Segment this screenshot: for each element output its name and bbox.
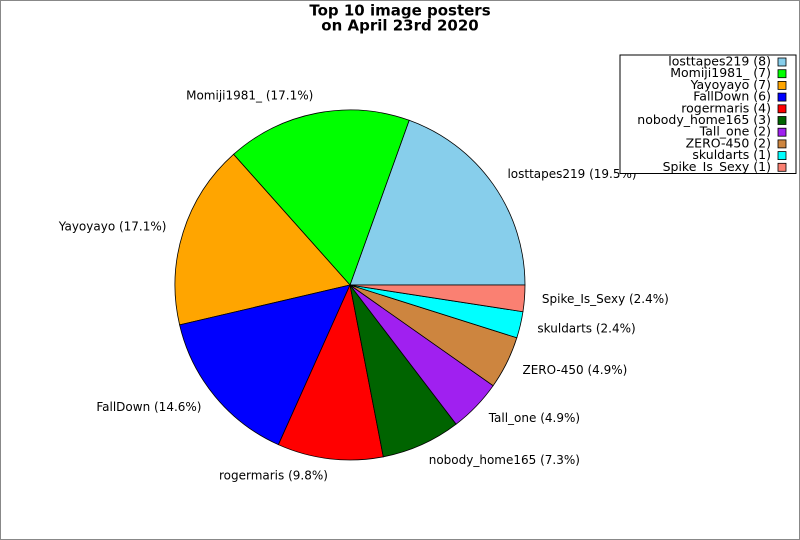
legend-label: skuldarts (1) xyxy=(692,147,771,162)
pie-slice xyxy=(349,119,526,286)
legend-label: FallDown (6) xyxy=(693,89,771,104)
legend-box xyxy=(619,54,797,174)
pie-slice xyxy=(174,153,351,326)
legend-swatch xyxy=(777,57,787,67)
slice-label: rogermaris (9.8%) xyxy=(219,469,328,483)
pie-slice xyxy=(277,283,384,461)
legend-swatch xyxy=(777,81,787,90)
chart-title: Top 10 image posters xyxy=(309,2,490,20)
legend-swatch xyxy=(777,104,787,114)
slice-label: ZERO-450 (4.9%) xyxy=(523,363,628,377)
legend-label: Tall_one (2) xyxy=(699,124,771,139)
legend-swatch xyxy=(777,92,787,102)
legend-label: rogermaris (4) xyxy=(681,100,771,115)
pie-slice xyxy=(233,109,410,286)
slice-label: Spike_Is_Sexy (2.4%) xyxy=(542,292,669,306)
legend-label: ZERO-450 (2) xyxy=(686,135,771,150)
chart-subtitle: on April 23rd 2020 xyxy=(321,17,478,35)
legend-label: Yayoyayo (7) xyxy=(690,77,771,92)
legend-swatch xyxy=(777,127,787,137)
slice-label: FallDown (14.6%) xyxy=(96,400,201,414)
legend-label: Spike_Is_Sexy (1) xyxy=(663,159,771,174)
slice-label: skuldarts (2.4%) xyxy=(537,321,635,335)
slice-label: Yayoyayo (17.1%) xyxy=(58,219,167,233)
pie-slice xyxy=(179,284,351,446)
legend-swatch xyxy=(777,116,787,125)
slice-label: Momiji1981_ (17.1%) xyxy=(186,89,313,103)
slice-label: losttapes219 (19.5%) xyxy=(507,167,636,181)
slice-label: nobody_home165 (7.3%) xyxy=(429,453,580,467)
legend-label: Momiji1981_ (7) xyxy=(670,65,771,80)
legend-label: nobody_home165 (3) xyxy=(637,112,771,127)
legend-label: losttapes219 (8) xyxy=(668,54,771,69)
legend-swatch xyxy=(777,69,787,79)
legend-swatch xyxy=(777,151,787,161)
legend-swatch xyxy=(777,162,787,172)
pie-slice xyxy=(349,284,526,313)
legend-swatch xyxy=(777,139,787,149)
slice-label: Tall_one (4.9%) xyxy=(488,411,580,425)
